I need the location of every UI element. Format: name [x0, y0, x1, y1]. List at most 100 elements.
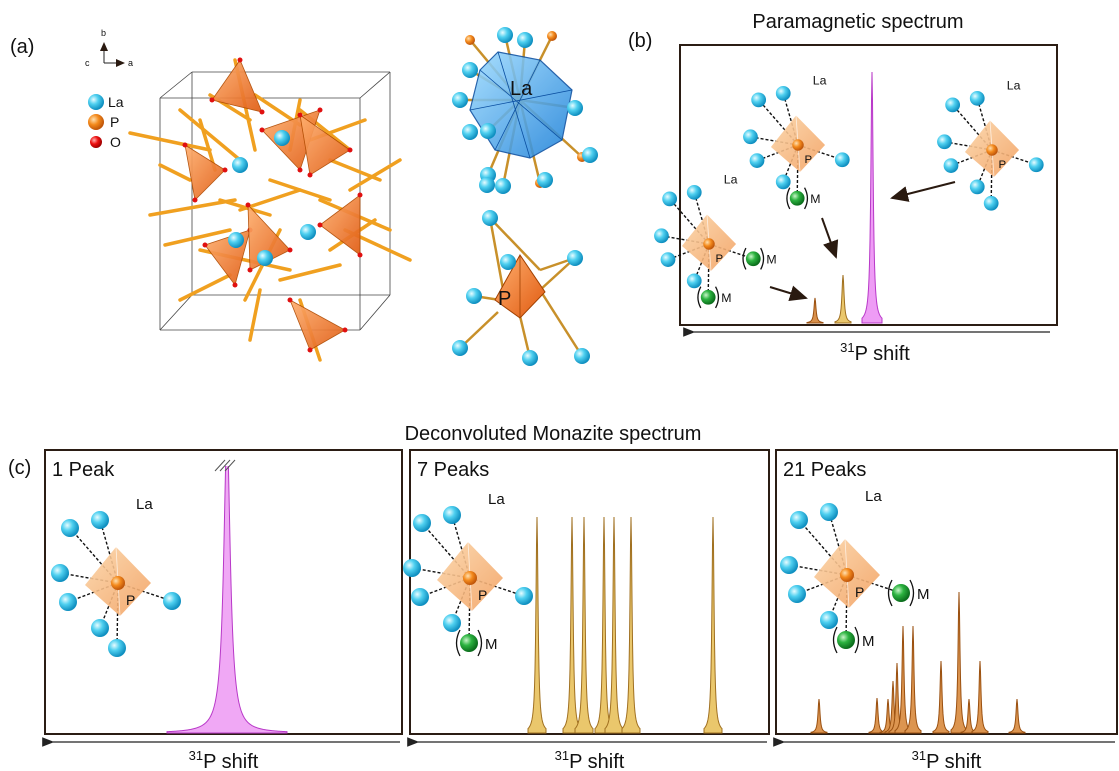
- polyhedron-edge: [497, 51, 531, 159]
- la-atom: [820, 611, 838, 629]
- peak: [527, 516, 547, 734]
- bracket: [760, 247, 765, 270]
- cell-edge: [159, 71, 193, 99]
- p-atom: [547, 31, 557, 41]
- tetrahedron: [289, 299, 346, 351]
- la-atom: [686, 184, 702, 200]
- m-atom: [789, 190, 805, 206]
- la-atom: [788, 585, 806, 603]
- la-label: La: [488, 491, 505, 508]
- o-atom: [247, 267, 253, 273]
- tetrahedron: [211, 59, 263, 113]
- crystal-structure: [128, 57, 412, 362]
- la-atom: [300, 224, 316, 240]
- site: P La M M: [780, 488, 930, 654]
- axis-label: c: [85, 58, 90, 68]
- polyhedron-edge: [469, 89, 573, 111]
- o-atom: [237, 57, 243, 63]
- sites: P La M M P La M P La: [654, 73, 1044, 309]
- la-atom: [660, 252, 676, 267]
- peak: [594, 516, 614, 734]
- bond: [348, 158, 402, 192]
- arrow: [821, 217, 839, 259]
- la-atom: [749, 153, 765, 168]
- break-mark: [214, 459, 226, 472]
- site: P La M: [743, 73, 850, 210]
- peak: [868, 697, 886, 734]
- o-atom: [182, 142, 188, 148]
- la-atom: [443, 614, 461, 632]
- la-atom: [834, 152, 850, 168]
- bracket: [832, 626, 838, 654]
- la-atom: [515, 587, 533, 605]
- la-atom: [983, 195, 999, 211]
- site: P La M M: [654, 172, 777, 309]
- la-atom: [257, 250, 273, 266]
- tetrahedron: [319, 194, 361, 256]
- peak: [621, 516, 641, 734]
- p-atom: [465, 35, 475, 45]
- m-label: M: [862, 633, 875, 650]
- peak: [950, 591, 968, 734]
- la-atom: [495, 178, 511, 194]
- bond: [538, 289, 584, 357]
- axis-title: 31P shift: [840, 340, 910, 365]
- la-label: La: [136, 496, 153, 513]
- la-label: La: [813, 73, 827, 87]
- la-atom: [91, 619, 109, 637]
- arrow: [769, 285, 808, 301]
- la-atom: [537, 172, 553, 188]
- coordination: [976, 98, 993, 151]
- la-atom: [969, 90, 985, 106]
- bracket: [455, 629, 461, 657]
- la-atom: [163, 592, 181, 610]
- axis-title-main: P shift: [569, 751, 625, 771]
- la-atom: [522, 350, 538, 366]
- site: P La: [51, 496, 181, 657]
- peak: [806, 297, 824, 324]
- m-atom: [700, 289, 716, 305]
- site: P La: [937, 78, 1044, 211]
- la-label: La: [724, 172, 738, 186]
- m-label: M: [810, 192, 820, 206]
- axis-title-sup: 31: [189, 748, 203, 763]
- la-atom: [452, 340, 468, 356]
- peak: [1008, 698, 1026, 734]
- peak: [971, 660, 989, 734]
- panel-label: (b): [628, 30, 652, 52]
- p-atom: [111, 576, 125, 590]
- axis-title: 31P shift: [189, 748, 259, 771]
- polyhedron-label: La: [510, 78, 533, 100]
- sub-panel-title: 21 Peaks: [783, 459, 866, 481]
- p-atom: [986, 144, 998, 156]
- bracket: [477, 629, 483, 657]
- coordination: [469, 577, 525, 597]
- legend-p: [88, 114, 104, 130]
- la-atom: [232, 157, 248, 173]
- bond: [178, 108, 242, 162]
- la-atom: [567, 100, 583, 116]
- la-atom: [411, 588, 429, 606]
- panel-label: (a): [10, 36, 34, 58]
- la-atom: [662, 191, 678, 207]
- peak: [562, 516, 582, 734]
- la-atom: [462, 124, 478, 140]
- legend-label: O: [110, 134, 121, 150]
- la-atom: [108, 639, 126, 657]
- p-atom: [792, 139, 804, 151]
- la-atom: [969, 179, 985, 195]
- m-atom: [745, 251, 761, 267]
- o-atom: [192, 197, 198, 203]
- bond: [178, 273, 232, 302]
- legend-label: La: [108, 94, 124, 110]
- o-atom: [357, 192, 363, 198]
- o-atom: [287, 297, 293, 303]
- o-atom: [222, 167, 228, 173]
- coordination: [707, 243, 710, 298]
- coordination: [846, 574, 902, 594]
- spectrum-frame: [775, 449, 1118, 735]
- la-atom: [403, 559, 421, 577]
- cell-edge: [359, 294, 391, 331]
- spectrum: [527, 516, 723, 734]
